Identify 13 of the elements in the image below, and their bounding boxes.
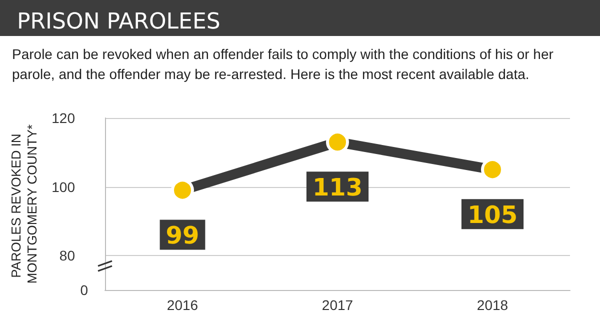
y-axis-title: PAROLES REVOKED IN MONTGOMERY COUNTY* bbox=[8, 124, 40, 284]
y-tick-label: 120 bbox=[52, 110, 76, 126]
y-tick-label: 80 bbox=[59, 248, 76, 264]
chart-subtitle: Parole can be revoked when an offender fails to comply with the conditions of his or her parole, and the offender may be re-arrested. Here is the most recent available data. bbox=[12, 46, 558, 82]
y-tick-label: 100 bbox=[52, 178, 76, 195]
data-label: 99 bbox=[166, 222, 200, 250]
text: 0 bbox=[80, 282, 88, 298]
x-tick-label: 2018 bbox=[476, 297, 508, 313]
x-tick-label: 2017 bbox=[322, 297, 354, 313]
x-tick-label: 2016 bbox=[166, 297, 198, 313]
chart-title: PRISON PAROLEES bbox=[17, 10, 220, 34]
data-label: 113 bbox=[312, 174, 363, 202]
data-label: 105 bbox=[467, 201, 518, 230]
